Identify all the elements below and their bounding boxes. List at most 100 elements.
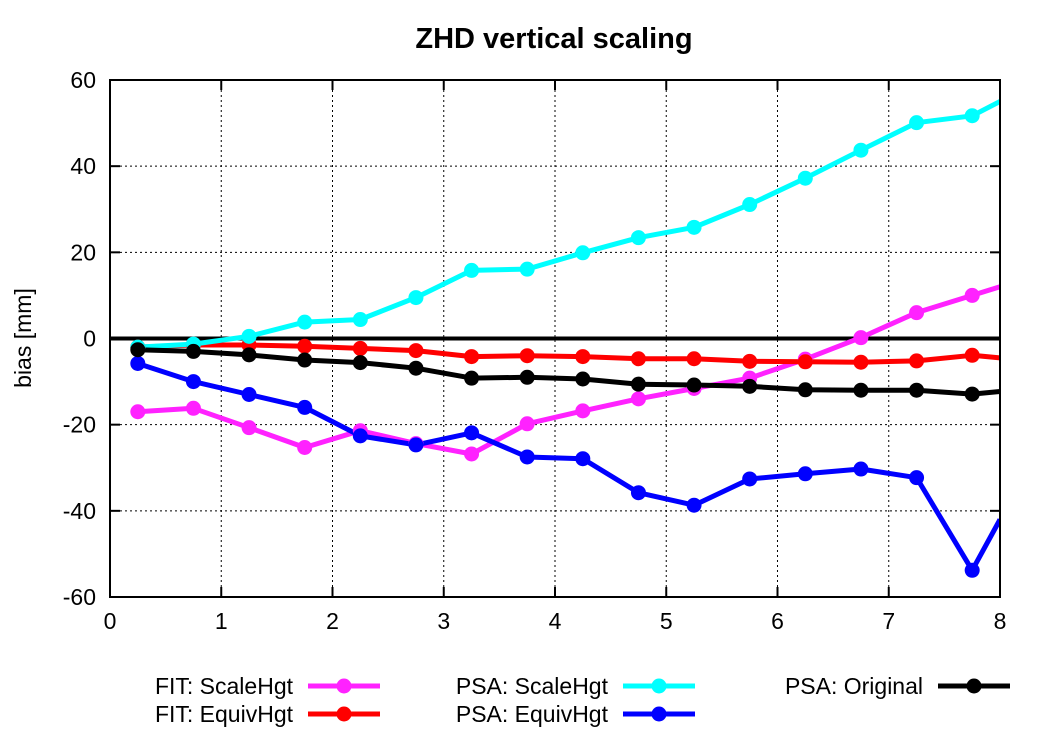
data-point (464, 349, 480, 365)
data-point (853, 354, 869, 370)
legend-label-4: PSA: EquivHgt (456, 701, 609, 727)
legend-label-5: PSA: Original (785, 673, 923, 699)
data-point (297, 399, 313, 415)
data-point (964, 347, 980, 363)
data-point (575, 451, 591, 467)
data-point (519, 416, 535, 432)
legend-swatch-marker (336, 706, 352, 722)
data-point (575, 245, 591, 261)
y-tick-label: 0 (83, 326, 96, 352)
data-point (909, 305, 925, 321)
data-point (575, 371, 591, 387)
data-point (352, 340, 368, 356)
x-tick-label: 7 (882, 608, 895, 634)
data-point (909, 353, 925, 369)
data-point (909, 115, 925, 131)
data-point (964, 287, 980, 303)
data-point (797, 170, 813, 186)
y-tick-label: -20 (63, 412, 96, 438)
x-tick-label: 6 (771, 608, 784, 634)
data-point (575, 349, 591, 365)
data-point (241, 387, 257, 403)
data-point (630, 485, 646, 501)
data-point (130, 404, 146, 420)
data-point (853, 142, 869, 158)
data-point (630, 391, 646, 407)
data-point (352, 428, 368, 444)
data-point (686, 219, 702, 235)
data-point (742, 197, 758, 213)
data-point (464, 425, 480, 441)
y-axis-label: bias [mm] (10, 288, 36, 388)
data-point (130, 355, 146, 371)
data-point (853, 382, 869, 398)
data-point (964, 562, 980, 578)
legend-swatch-marker (651, 678, 667, 694)
data-point (464, 446, 480, 462)
data-point (853, 461, 869, 477)
x-tick-label: 4 (549, 608, 562, 634)
data-point (241, 420, 257, 436)
axis-ticks: 0 1 2 3 4 5 6 7 8 -60 -40 -20 0 20 40 60 (63, 67, 1007, 634)
data-point (408, 290, 424, 306)
y-tick-label: 20 (70, 239, 96, 265)
legend-label-1: FIT: ScaleHgt (155, 673, 294, 699)
data-point (464, 370, 480, 386)
data-point (797, 382, 813, 398)
data-point (519, 369, 535, 385)
data-point (297, 352, 313, 368)
x-tick-label: 8 (994, 608, 1007, 634)
legend-label-3: PSA: ScaleHgt (456, 673, 609, 699)
y-tick-label: 60 (70, 67, 96, 93)
data-point (241, 328, 257, 344)
data-point (408, 360, 424, 376)
series-line-1 (137, 284, 1000, 457)
marker-group (130, 108, 980, 578)
series-line-2 (137, 342, 1000, 365)
data-point (297, 338, 313, 354)
series-group (137, 99, 1000, 573)
data-point (742, 378, 758, 394)
legend-swatch-marker (336, 678, 352, 694)
data-point (185, 400, 201, 416)
data-point (297, 440, 313, 456)
data-point (909, 382, 925, 398)
data-point (742, 471, 758, 487)
data-point (630, 376, 646, 392)
data-point (241, 347, 257, 363)
y-tick-label: 40 (70, 153, 96, 179)
data-point (519, 261, 535, 277)
x-tick-label: 1 (215, 608, 228, 634)
series-line-4 (137, 361, 1000, 573)
chart-title: ZHD vertical scaling (415, 23, 692, 55)
data-point (130, 342, 146, 358)
data-point (797, 354, 813, 370)
data-point (909, 470, 925, 486)
data-point (185, 374, 201, 390)
data-point (630, 351, 646, 367)
series-line-3 (137, 99, 1000, 350)
data-point (964, 386, 980, 402)
data-point (964, 108, 980, 124)
x-tick-label: 2 (326, 608, 339, 634)
x-tick-label: 5 (660, 608, 673, 634)
y-tick-label: -40 (63, 498, 96, 524)
data-point (297, 314, 313, 330)
legend-swatch-marker (651, 706, 667, 722)
data-point (630, 230, 646, 246)
data-point (352, 312, 368, 328)
data-point (686, 377, 702, 393)
data-point (853, 330, 869, 346)
x-tick-label: 3 (437, 608, 450, 634)
data-point (352, 355, 368, 371)
x-tick-label: 0 (104, 608, 117, 634)
data-point (742, 353, 758, 369)
legend-swatch-marker (966, 678, 982, 694)
legend-label-2: FIT: EquivHgt (155, 701, 294, 727)
data-point (519, 348, 535, 364)
data-point (185, 343, 201, 359)
data-point (408, 343, 424, 359)
data-point (686, 497, 702, 513)
